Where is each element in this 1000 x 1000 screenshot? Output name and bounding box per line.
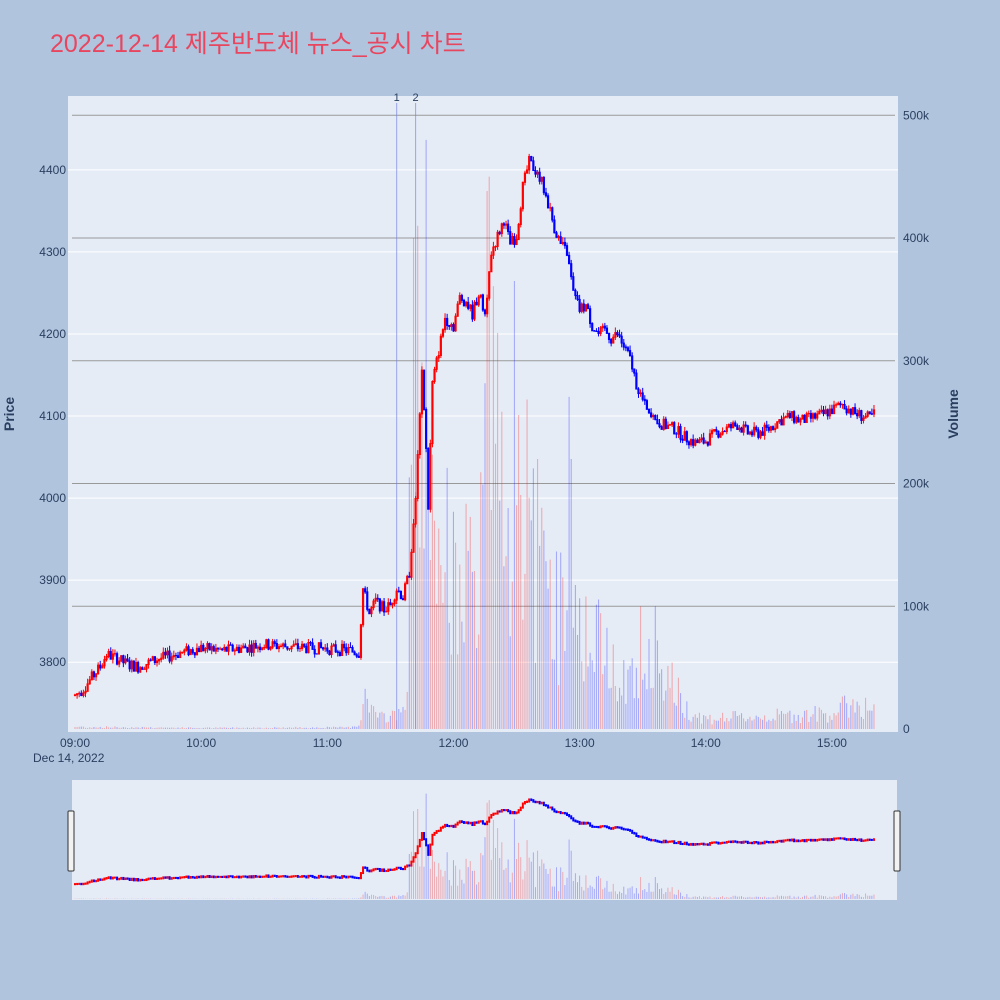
range-slider[interactable] [72,780,897,900]
volume-tick-label: 200k [903,477,930,491]
price-candles [73,153,876,699]
price-tick-label: 3800 [39,655,66,669]
volume-tick-label: 400k [903,231,930,245]
time-tick-label: 09:00 [60,736,90,750]
news-marker-label: 2 [413,92,419,104]
price-gridlines [68,169,898,663]
main-plot-area [68,96,898,732]
date-label: Dec 14, 2022 [33,751,105,765]
volume-tick-label: 300k [903,354,930,368]
price-axis-title: Price [1,397,17,431]
range-slider-left-handle[interactable] [67,810,75,872]
price-tick-label: 4400 [39,163,66,177]
volume-bars [74,139,875,729]
volume-tick-label: 0 [903,722,910,736]
time-tick-label: 10:00 [186,736,216,750]
time-tick-label: 15:00 [817,736,847,750]
price-tick-label: 4300 [39,245,66,259]
price-tick-label: 4200 [39,327,66,341]
time-axis: 09:00 10:00 11:00 12:00 13:00 14:00 15:00 [60,736,847,750]
price-tick-label: 3900 [39,573,66,587]
volume-axis-title: Volume [945,389,961,439]
time-tick-label: 12:00 [438,736,468,750]
price-tick-label: 4000 [39,491,66,505]
volume-tick-label: 100k [903,599,930,613]
price-axis: 3800 3900 4000 4100 4200 4300 4400 [39,163,66,669]
time-tick-label: 13:00 [565,736,595,750]
time-tick-label: 11:00 [313,736,342,750]
volume-gridlines [72,114,895,607]
range-slider-right-handle[interactable] [893,810,901,872]
news-marker-label: 1 [394,92,400,104]
volume-axis: 0 100k 200k 300k 400k 500k [903,108,930,736]
price-tick-label: 4100 [39,409,66,423]
time-tick-label: 14:00 [691,736,721,750]
volume-tick-label: 500k [903,108,930,122]
range-slider-preview [74,793,875,899]
chart-title: 2022-12-14 제주반도체 뉴스_공시 차트 [50,30,466,58]
